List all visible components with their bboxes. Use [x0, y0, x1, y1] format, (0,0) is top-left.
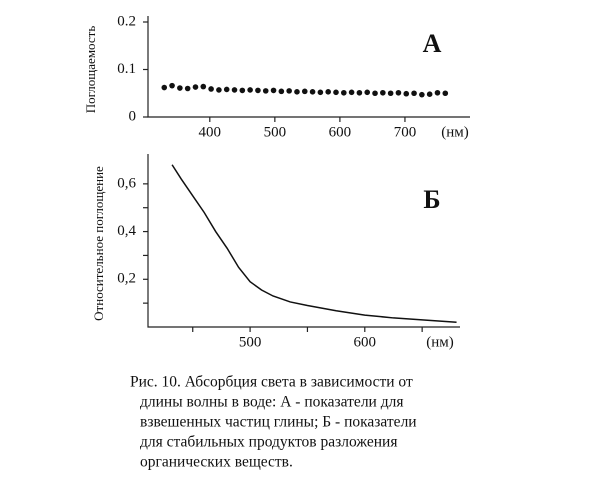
x-tick-label: 500 — [239, 334, 262, 350]
y-tick-label: 0.1 — [117, 61, 136, 77]
x-tick-label: 400 — [199, 124, 222, 140]
point — [161, 84, 168, 91]
point — [255, 87, 261, 94]
point — [395, 89, 402, 96]
point — [200, 83, 207, 90]
axes — [147, 154, 460, 328]
point — [301, 88, 308, 95]
x-tick-label: 600 — [354, 334, 377, 350]
caption-line: для стабильных продуктов разложения — [140, 434, 397, 451]
point — [286, 88, 292, 94]
x-axis-label: (нм) — [426, 334, 454, 350]
y-axis-label: Относительное поглощение — [91, 166, 106, 321]
point — [278, 88, 285, 95]
point — [169, 82, 175, 89]
point — [231, 87, 238, 93]
y-tick-label: 0.2 — [117, 13, 136, 29]
panel-letter: Б — [423, 185, 440, 214]
curve — [171, 164, 457, 323]
point — [372, 90, 378, 97]
point — [192, 84, 199, 90]
caption-line: Рис. 10. Абсорбция света в зависимости о… — [130, 374, 413, 391]
point — [309, 89, 316, 95]
y-tick-label: 0 — [129, 108, 137, 124]
point — [216, 87, 222, 93]
x-axis-label: (нм) — [441, 124, 469, 140]
y-tick-label: 0,4 — [117, 223, 136, 239]
point — [426, 91, 433, 97]
point — [333, 89, 339, 96]
point — [294, 89, 300, 95]
point — [356, 89, 363, 96]
point — [387, 90, 394, 97]
point — [247, 87, 253, 93]
y-tick-label: 0,2 — [117, 271, 136, 287]
point — [325, 89, 331, 95]
point — [184, 85, 191, 92]
caption-line: длины волны в воде: А - показатели для — [140, 394, 403, 411]
caption-line: взвешенных частиц глины; Б - показатели — [140, 414, 417, 431]
point — [262, 88, 269, 94]
point — [177, 85, 183, 91]
point — [364, 89, 371, 96]
point — [442, 90, 449, 97]
point — [434, 89, 441, 96]
point — [239, 87, 246, 94]
caption-line: органических веществ. — [140, 454, 293, 471]
x-tick-label: 600 — [329, 124, 352, 140]
point — [403, 90, 410, 97]
point — [419, 91, 425, 98]
point — [270, 87, 277, 94]
point — [411, 90, 417, 97]
y-axis-label: Поглощаемость — [83, 26, 98, 114]
panel-letter: А — [423, 29, 442, 58]
point — [208, 86, 214, 92]
x-tick-label: 500 — [264, 124, 287, 140]
point — [380, 89, 386, 96]
point — [317, 89, 324, 96]
point — [348, 89, 355, 96]
point — [341, 89, 347, 96]
y-tick-label: 0,6 — [117, 175, 136, 191]
point — [223, 86, 230, 93]
x-tick-label: 700 — [394, 124, 417, 140]
